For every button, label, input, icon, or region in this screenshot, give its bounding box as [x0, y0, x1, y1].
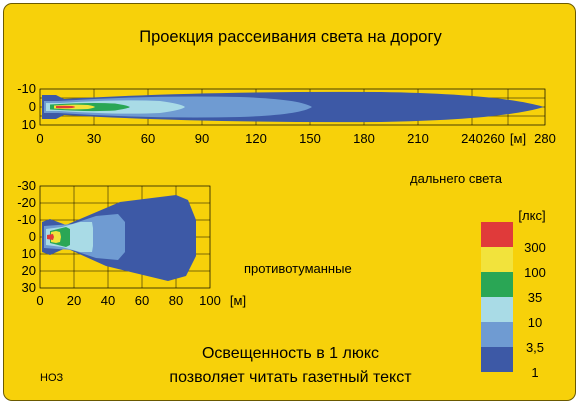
fog-x-tick: 20 — [67, 293, 81, 308]
high-beam-x-tick: 90 — [195, 131, 209, 146]
fog-y-tick: -10 — [17, 212, 36, 227]
fog-y-tick: -30 — [17, 178, 36, 193]
fog-y-tick: 0 — [29, 229, 36, 244]
high-beam-x-tick: 120 — [245, 131, 267, 146]
legend-swatch-1 — [481, 347, 513, 372]
high-beam-x-tick: 280 — [534, 131, 556, 146]
caption-line-1: Освещенность в 1 люкс — [201, 345, 380, 362]
high-beam-x-tick: 60 — [141, 131, 155, 146]
high-beam-x-tick: 240 — [461, 131, 483, 146]
high-beam-y-tick: 0 — [29, 99, 36, 114]
high-beam-chart: -10 0 10 0 30 60 90 120 150 180 210 240 … — [17, 81, 556, 146]
high-beam-x-tick: 150 — [299, 131, 321, 146]
high-beam-y-tick: -10 — [17, 81, 36, 96]
high-beam-x-tick: 30 — [87, 131, 101, 146]
legend-label: 10 — [528, 315, 542, 330]
legend-label: 1 — [531, 365, 538, 380]
legend-label: 3,5 — [526, 340, 544, 355]
high-beam-x-tick: 180 — [353, 131, 375, 146]
fog-y-tick: -20 — [17, 195, 36, 210]
high-beam-zone-300-lux — [56, 105, 75, 109]
fog-lights-chart: -30 -20 -10 0 10 20 30 0 20 40 60 80 100… — [17, 178, 246, 308]
legend-swatch-10 — [481, 297, 513, 322]
high-beam-label: дальнего света — [410, 171, 502, 186]
fog-x-tick: 80 — [169, 293, 183, 308]
legend-swatch-3-5 — [481, 322, 513, 347]
legend-label: 300 — [524, 240, 546, 255]
corner-code: НОЗ — [40, 372, 64, 384]
high-beam-x-tick: 260 — [483, 131, 505, 146]
fog-lights-label: противотуманные — [244, 261, 352, 276]
legend-swatch-35 — [481, 272, 513, 297]
fog-zone-100-lux — [51, 231, 61, 243]
fog-y-tick: 10 — [22, 246, 36, 261]
fog-y-tick: 30 — [22, 280, 36, 295]
fog-x-tick: 0 — [36, 293, 43, 308]
fog-y-tick: 20 — [22, 263, 36, 278]
fog-unit: [м] — [230, 293, 246, 308]
lux-legend: [лкс] 300 100 35 10 3,5 1 — [481, 208, 546, 380]
high-beam-x-tick: 0 — [36, 131, 43, 146]
legend-label: 35 — [528, 290, 542, 305]
fog-x-tick: 100 — [199, 293, 221, 308]
caption-line-2: позволяет читать газетный текст — [169, 369, 412, 386]
high-beam-y-tick: 10 — [22, 117, 36, 132]
high-beam-unit: [м] — [510, 131, 526, 146]
legend-swatch-300 — [481, 222, 513, 247]
fog-zone-300-lux — [47, 234, 54, 240]
fog-x-tick: 40 — [101, 293, 115, 308]
fog-x-tick: 60 — [135, 293, 149, 308]
legend-header: [лкс] — [518, 208, 545, 223]
legend-label: 100 — [524, 265, 546, 280]
high-beam-x-tick: 210 — [407, 131, 429, 146]
diagram-title: Проекция рассеивания света на дорогу — [139, 28, 442, 46]
background-panel — [3, 3, 576, 401]
legend-swatch-100 — [481, 247, 513, 272]
